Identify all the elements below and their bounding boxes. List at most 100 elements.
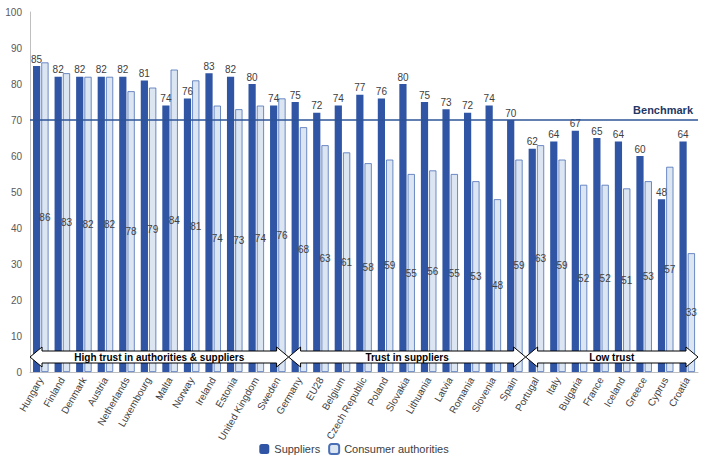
svg-text:80: 80 <box>247 72 259 83</box>
svg-text:55: 55 <box>406 268 418 279</box>
svg-text:72: 72 <box>311 100 323 111</box>
svg-text:10: 10 <box>11 331 23 342</box>
svg-text:57: 57 <box>664 264 676 275</box>
svg-text:53: 53 <box>470 271 482 282</box>
svg-text:86: 86 <box>39 212 51 223</box>
svg-text:Low trust: Low trust <box>589 352 635 363</box>
svg-text:64: 64 <box>613 129 625 140</box>
svg-text:70: 70 <box>505 108 517 119</box>
svg-text:61: 61 <box>341 257 353 268</box>
svg-text:United Kingdom: United Kingdom <box>216 375 261 442</box>
svg-text:82: 82 <box>74 64 86 75</box>
svg-text:74: 74 <box>160 93 172 104</box>
svg-text:81: 81 <box>139 68 151 79</box>
svg-text:Trust in suppliers: Trust in suppliers <box>365 352 449 363</box>
svg-text:74: 74 <box>333 93 345 104</box>
svg-text:Italy: Italy <box>544 375 563 396</box>
svg-text:Bulgaria: Bulgaria <box>556 375 584 413</box>
svg-text:100: 100 <box>5 7 22 18</box>
svg-text:33: 33 <box>686 307 698 318</box>
svg-text:74: 74 <box>484 93 496 104</box>
svg-text:Denmark: Denmark <box>59 375 89 416</box>
svg-text:20: 20 <box>11 295 23 306</box>
svg-text:48: 48 <box>492 280 504 291</box>
svg-text:76: 76 <box>376 86 388 97</box>
svg-text:80: 80 <box>397 72 409 83</box>
svg-text:63: 63 <box>319 253 331 264</box>
svg-text:76: 76 <box>276 230 288 241</box>
svg-text:58: 58 <box>363 262 375 273</box>
svg-text:Czech Republic: Czech Republic <box>324 375 368 441</box>
svg-text:40: 40 <box>11 223 23 234</box>
svg-text:75: 75 <box>290 90 302 101</box>
svg-text:83: 83 <box>203 61 215 72</box>
svg-text:82: 82 <box>225 64 237 75</box>
svg-text:Greece: Greece <box>623 375 649 409</box>
svg-text:Belgium: Belgium <box>319 375 348 412</box>
svg-text:Slovenia: Slovenia <box>469 375 498 414</box>
svg-text:68: 68 <box>298 244 310 255</box>
svg-text:72: 72 <box>462 100 474 111</box>
svg-text:50: 50 <box>11 187 23 198</box>
svg-text:Latvia: Latvia <box>432 375 455 404</box>
svg-text:85: 85 <box>31 54 43 65</box>
svg-text:73: 73 <box>233 235 245 246</box>
svg-text:Germany: Germany <box>274 375 304 416</box>
svg-text:0: 0 <box>16 367 22 378</box>
svg-text:59: 59 <box>557 260 569 271</box>
svg-text:79: 79 <box>147 224 159 235</box>
svg-text:Malta: Malta <box>153 375 175 402</box>
svg-text:80: 80 <box>11 79 23 90</box>
svg-text:81: 81 <box>190 221 202 232</box>
svg-text:60: 60 <box>11 151 23 162</box>
svg-text:78: 78 <box>126 226 138 237</box>
svg-text:55: 55 <box>449 268 461 279</box>
svg-text:82: 82 <box>53 64 65 75</box>
svg-text:65: 65 <box>591 126 603 137</box>
svg-text:Luxembourg: Luxembourg <box>116 375 153 429</box>
svg-text:Benchmark: Benchmark <box>633 104 694 116</box>
svg-text:Suppliers: Suppliers <box>274 443 320 455</box>
svg-text:High trust in authorities & su: High trust in authorities & suppliers <box>74 352 244 363</box>
svg-text:Romania: Romania <box>447 375 477 416</box>
svg-text:62: 62 <box>527 136 539 147</box>
svg-text:59: 59 <box>513 260 525 271</box>
svg-text:83: 83 <box>61 217 73 228</box>
svg-text:Netherlands: Netherlands <box>95 375 132 428</box>
svg-text:77: 77 <box>354 82 366 93</box>
svg-text:74: 74 <box>212 233 224 244</box>
svg-text:53: 53 <box>643 271 655 282</box>
svg-text:82: 82 <box>104 219 116 230</box>
svg-text:73: 73 <box>440 97 452 108</box>
svg-text:52: 52 <box>578 273 590 284</box>
svg-text:76: 76 <box>182 86 194 97</box>
svg-text:EU28: EU28 <box>304 375 326 403</box>
svg-text:74: 74 <box>268 93 280 104</box>
svg-text:51: 51 <box>621 275 633 286</box>
svg-text:63: 63 <box>535 253 547 264</box>
svg-text:64: 64 <box>548 129 560 140</box>
svg-text:Consumer authorities: Consumer authorities <box>344 443 449 455</box>
svg-text:52: 52 <box>600 273 612 284</box>
svg-text:Lithuania: Lithuania <box>404 375 434 416</box>
svg-text:70: 70 <box>11 115 23 126</box>
svg-text:82: 82 <box>82 219 94 230</box>
svg-text:74: 74 <box>255 233 267 244</box>
svg-text:30: 30 <box>11 259 23 270</box>
svg-text:60: 60 <box>634 144 646 155</box>
svg-text:90: 90 <box>11 43 23 54</box>
svg-text:Portugal: Portugal <box>513 375 541 413</box>
svg-text:59: 59 <box>384 260 396 271</box>
svg-text:56: 56 <box>427 266 439 277</box>
svg-text:Spain: Spain <box>497 375 519 403</box>
svg-text:Hungary: Hungary <box>17 375 45 413</box>
svg-text:75: 75 <box>419 90 431 101</box>
svg-text:48: 48 <box>656 187 668 198</box>
svg-text:Norway: Norway <box>170 375 196 410</box>
svg-text:84: 84 <box>169 215 181 226</box>
svg-text:Slovakia: Slovakia <box>383 375 412 414</box>
svg-text:82: 82 <box>117 64 129 75</box>
svg-text:82: 82 <box>96 64 108 75</box>
svg-text:Croatia: Croatia <box>666 375 692 409</box>
svg-text:64: 64 <box>678 129 690 140</box>
